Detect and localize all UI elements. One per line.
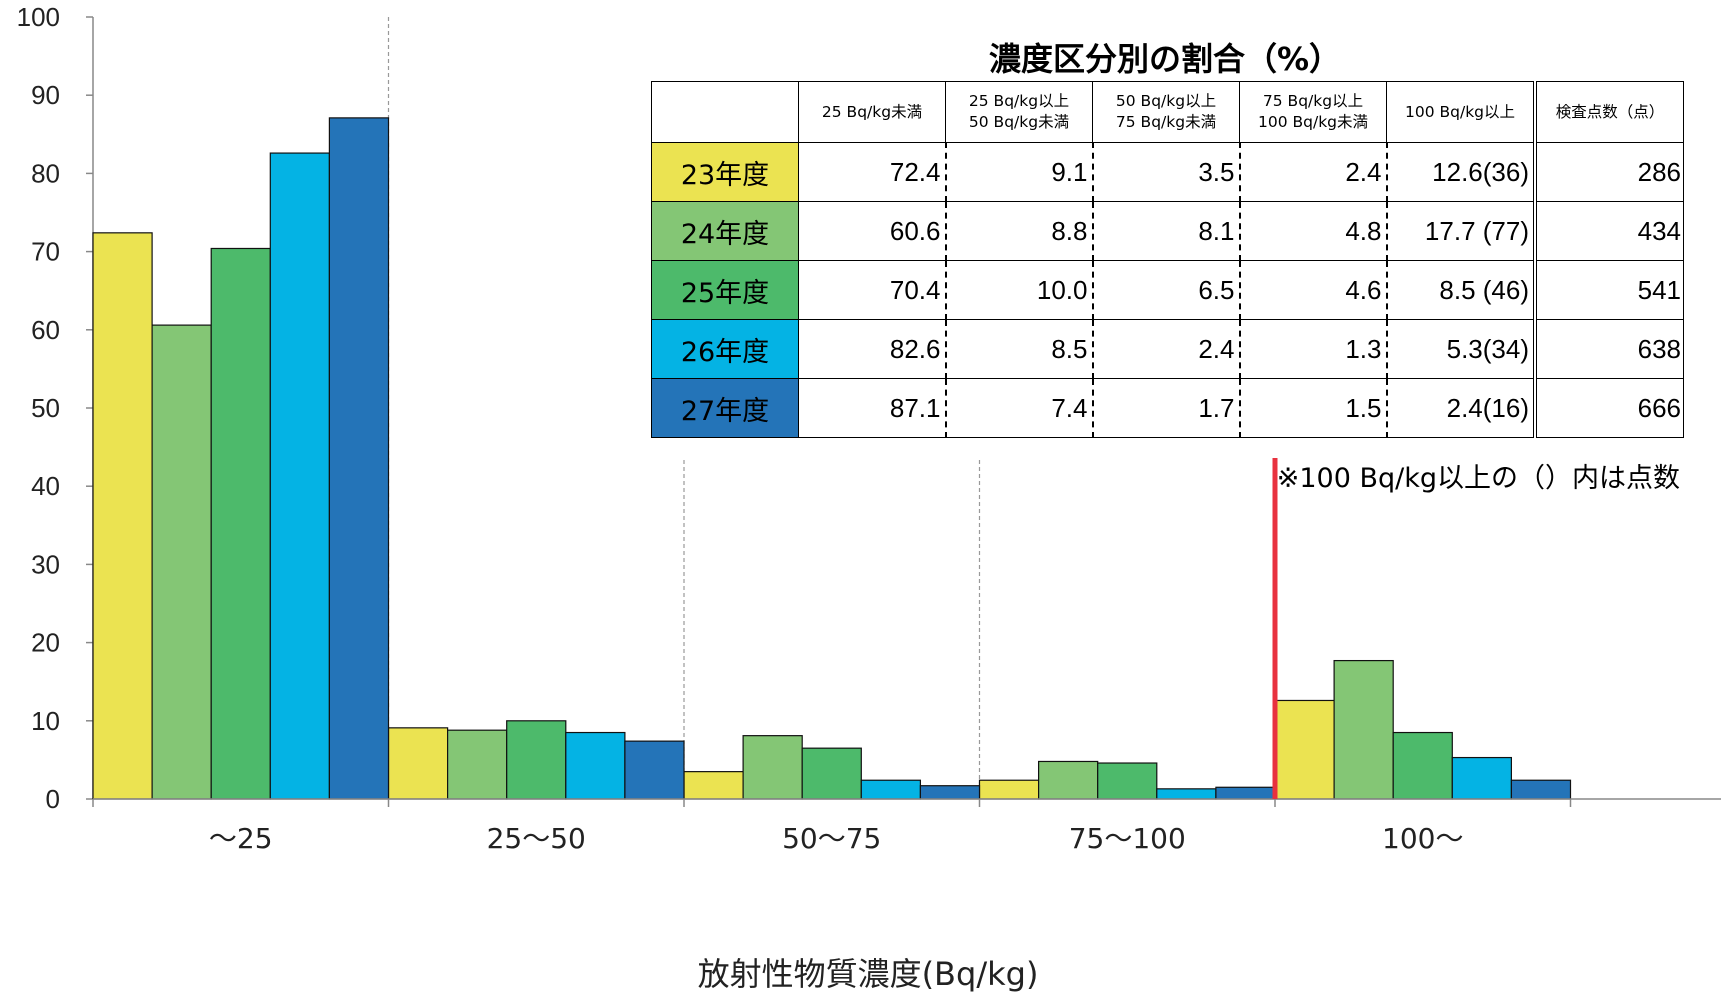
ratio-table: 25 Bq/kg未満 25 Bq/kg以上 50 Bq/kg未満 50 Bq/kg… xyxy=(651,81,1684,438)
x-axis: ～25 25～50 50～75 75～100 100～ xyxy=(92,798,1721,855)
header-100-over: 100 Bq/kg以上 xyxy=(1386,81,1537,143)
bar-25年度-25～50 xyxy=(506,720,567,800)
table-row: 27年度 87.1 7.4 1.7 1.5 2.4(16) 666 xyxy=(651,378,1684,438)
header-75-100: 75 Bq/kg以上 100 Bq/kg未満 xyxy=(1239,81,1387,143)
header-50-75: 50 Bq/kg以上 75 Bq/kg未満 xyxy=(1092,81,1240,143)
x-axis-title: 放射性物質濃度(Bq/kg) xyxy=(698,955,1039,993)
table-cell-c4: 4.8 xyxy=(1239,201,1388,261)
header-25-50: 25 Bq/kg以上 50 Bq/kg未満 xyxy=(945,81,1093,143)
table-cell-c2: 7.4 xyxy=(945,378,1094,438)
bar-25年度-75～100 xyxy=(1097,762,1158,800)
x-category-label: 100～ xyxy=(1382,822,1463,855)
table-header-row: 25 Bq/kg未満 25 Bq/kg以上 50 Bq/kg未満 50 Bq/kg… xyxy=(651,81,1684,143)
y-tick-label: 70 xyxy=(31,237,60,267)
table-cell-c3: 6.5 xyxy=(1092,260,1241,320)
table-row: 26年度 82.6 8.5 2.4 1.3 5.3(34) 638 xyxy=(651,319,1684,379)
bar-26年度-75～100 xyxy=(1156,788,1217,800)
table-cell-c4: 1.3 xyxy=(1239,319,1388,379)
bar-25年度-50～75 xyxy=(801,747,862,800)
x-category-label: 75～100 xyxy=(1069,822,1186,855)
bar-25年度-100～ xyxy=(1392,731,1453,800)
y-tick-label: 10 xyxy=(31,706,60,736)
table-cell-count: 541 xyxy=(1534,260,1684,320)
bar-24年度-100～ xyxy=(1333,659,1394,800)
bar-26年度-25～50 xyxy=(565,731,626,800)
y-tick-label: 100 xyxy=(17,2,60,32)
bar-23年度-100～ xyxy=(1274,699,1335,800)
table-cell-c5: 5.3(34) xyxy=(1386,319,1537,379)
y-tick-label: 90 xyxy=(31,80,60,110)
table-cell-c5: 17.7 (77) xyxy=(1386,201,1537,261)
y-tick-label: 60 xyxy=(31,315,60,345)
table-cell-c1: 82.6 xyxy=(798,319,947,379)
table-row-year: 27年度 xyxy=(651,378,799,438)
table-row-year: 26年度 xyxy=(651,319,799,379)
table-cell-c2: 10.0 xyxy=(945,260,1094,320)
bar-25年度-～25 xyxy=(210,247,271,800)
table-cell-c3: 3.5 xyxy=(1092,142,1241,202)
table-cell-c1: 60.6 xyxy=(798,201,947,261)
table-title: 濃度区分別の割合（%） xyxy=(988,40,1342,78)
x-category-label: 25～50 xyxy=(487,822,586,855)
table-cell-c1: 87.1 xyxy=(798,378,947,438)
table-cell-c2: 9.1 xyxy=(945,142,1094,202)
table-cell-c2: 8.8 xyxy=(945,201,1094,261)
y-tick-label: 80 xyxy=(31,158,60,188)
bar-23年度-～25 xyxy=(92,232,153,800)
bar-24年度-75～100 xyxy=(1037,760,1099,800)
table-cell-count: 638 xyxy=(1534,319,1684,379)
y-tick-label: 30 xyxy=(31,549,60,579)
table-row-year: 23年度 xyxy=(651,142,799,202)
table-cell-c4: 1.5 xyxy=(1239,378,1388,438)
bar-27年度-25～50 xyxy=(624,740,685,800)
table-cell-count: 286 xyxy=(1534,142,1684,202)
bar-26年度-～25 xyxy=(269,152,330,800)
header-under-25: 25 Bq/kg未満 xyxy=(798,81,946,143)
table-row-year: 24年度 xyxy=(651,201,799,261)
bar-23年度-25～50 xyxy=(387,727,449,800)
table-cell-c1: 72.4 xyxy=(798,142,947,202)
table-cell-c3: 2.4 xyxy=(1092,319,1241,379)
table-cell-c5: 2.4(16) xyxy=(1386,378,1537,438)
y-tick-label: 20 xyxy=(31,628,60,658)
header-count: 検査点数（点） xyxy=(1534,81,1684,143)
table-cell-c4: 4.6 xyxy=(1239,260,1388,320)
bar-27年度-100～ xyxy=(1510,779,1572,800)
bar-27年度-75～100 xyxy=(1215,786,1276,800)
table-row: 24年度 60.6 8.8 8.1 4.8 17.7 (77) 434 xyxy=(651,201,1684,261)
bar-24年度-25～50 xyxy=(447,729,508,800)
table-cell-c1: 70.4 xyxy=(798,260,947,320)
table-cell-count: 666 xyxy=(1534,378,1684,438)
header-blank xyxy=(651,81,799,143)
bar-23年度-75～100 xyxy=(978,779,1040,800)
table-cell-c4: 2.4 xyxy=(1239,142,1388,202)
table-note: ※100 Bq/kg以上の（）内は点数 xyxy=(1276,463,1680,494)
table-row-year: 25年度 xyxy=(651,260,799,320)
y-tick-label: 50 xyxy=(31,393,60,423)
x-category-label: ～25 xyxy=(209,822,273,855)
bar-27年度-～25 xyxy=(328,117,390,800)
bar-24年度-50～75 xyxy=(742,735,803,800)
table-cell-c3: 1.7 xyxy=(1092,378,1241,438)
table-row: 23年度 72.4 9.1 3.5 2.4 12.6(36) 286 xyxy=(651,142,1684,202)
y-axis: 0 10 20 30 40 50 60 70 80 90 100 xyxy=(17,2,94,814)
y-tick-label: 40 xyxy=(31,471,60,501)
y-tick-label: 0 xyxy=(46,784,60,814)
x-category-label: 50～75 xyxy=(782,822,881,855)
bar-26年度-50～75 xyxy=(860,779,921,800)
table-cell-c2: 8.5 xyxy=(945,319,1094,379)
table-cell-c5: 8.5 (46) xyxy=(1386,260,1537,320)
bar-23年度-50～75 xyxy=(683,771,744,800)
table-cell-count: 434 xyxy=(1534,201,1684,261)
bar-26年度-100～ xyxy=(1451,756,1513,800)
table-cell-c5: 12.6(36) xyxy=(1386,142,1537,202)
table-row: 25年度 70.4 10.0 6.5 4.6 8.5 (46) 541 xyxy=(651,260,1684,320)
table-cell-c3: 8.1 xyxy=(1092,201,1241,261)
bars xyxy=(92,117,1572,800)
bar-24年度-～25 xyxy=(151,324,212,800)
bar-27年度-50～75 xyxy=(919,785,981,800)
